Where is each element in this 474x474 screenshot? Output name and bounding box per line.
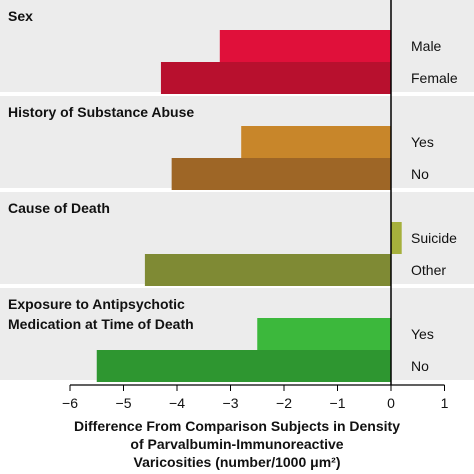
x-tick-label: −4 (169, 395, 185, 411)
panel-title: Medication at Time of Death (8, 316, 194, 332)
x-tick-label: −1 (330, 395, 346, 411)
x-tick-label: 1 (441, 395, 449, 411)
category-label: No (411, 358, 429, 374)
x-tick-label: −2 (276, 395, 292, 411)
bar-male (219, 30, 391, 62)
category-label: Yes (411, 326, 434, 342)
category-label: Female (411, 70, 458, 86)
category-label: Suicide (411, 230, 457, 246)
panel-title: Cause of Death (8, 200, 110, 216)
bar-yes (257, 318, 391, 350)
bar-female (160, 62, 391, 94)
category-label: Male (411, 38, 442, 54)
x-axis-label: Varicosities (number/1000 μm²) (134, 454, 341, 470)
bar-other (144, 254, 391, 286)
category-label: No (411, 166, 429, 182)
panel-title: Sex (8, 8, 33, 24)
x-axis-label: of Parvalbumin-Immunoreactive (130, 436, 343, 452)
x-axis-label: Difference From Comparison Subjects in D… (74, 418, 400, 434)
x-tick-label: 0 (387, 395, 395, 411)
x-tick-label: −3 (223, 395, 239, 411)
bar-no (96, 350, 391, 382)
x-tick-label: −5 (116, 395, 132, 411)
bar-no (171, 158, 391, 190)
panel-title: History of Substance Abuse (8, 104, 194, 120)
bar-yes (241, 126, 391, 158)
x-tick-label: −6 (62, 395, 78, 411)
bar-suicide (391, 222, 402, 254)
panel-title: Exposure to Antipsychotic (8, 296, 185, 312)
category-label: Other (411, 262, 446, 278)
category-label: Yes (411, 134, 434, 150)
